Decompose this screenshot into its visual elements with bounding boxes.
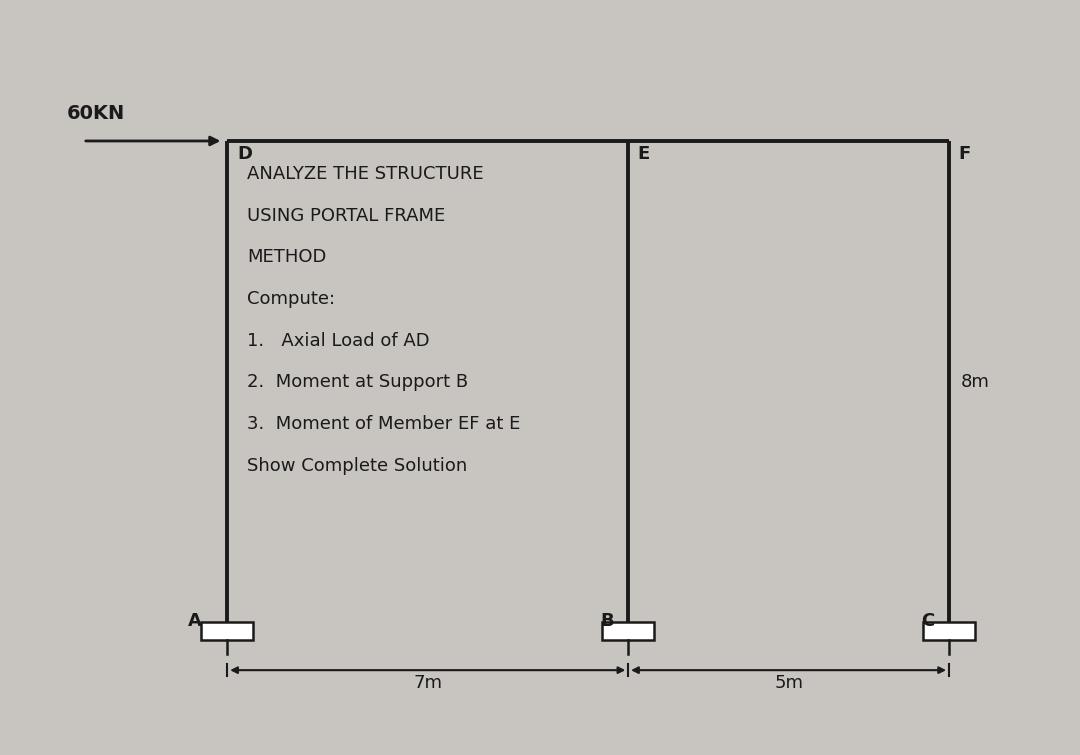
Text: 5m: 5m — [774, 674, 804, 692]
Text: ANALYZE THE STRUCTURE: ANALYZE THE STRUCTURE — [247, 165, 484, 183]
Text: Compute:: Compute: — [247, 290, 336, 308]
Bar — [603, 622, 654, 639]
Text: METHOD: METHOD — [247, 248, 327, 267]
Text: 1.   Axial Load of AD: 1. Axial Load of AD — [247, 331, 430, 350]
Text: 8m: 8m — [961, 372, 990, 390]
Text: C: C — [921, 612, 934, 630]
Text: Show Complete Solution: Show Complete Solution — [247, 457, 468, 475]
Text: B: B — [600, 612, 613, 630]
Bar — [201, 622, 254, 639]
Text: 60KN: 60KN — [67, 104, 125, 123]
Text: 3.  Moment of Member EF at E: 3. Moment of Member EF at E — [247, 415, 521, 433]
Text: E: E — [638, 145, 650, 163]
Text: D: D — [237, 145, 252, 163]
Text: A: A — [188, 612, 202, 630]
Text: 7m: 7m — [414, 674, 442, 692]
Text: F: F — [959, 145, 971, 163]
Text: 2.  Moment at Support B: 2. Moment at Support B — [247, 374, 469, 392]
Text: USING PORTAL FRAME: USING PORTAL FRAME — [247, 207, 446, 225]
Bar — [923, 622, 975, 639]
